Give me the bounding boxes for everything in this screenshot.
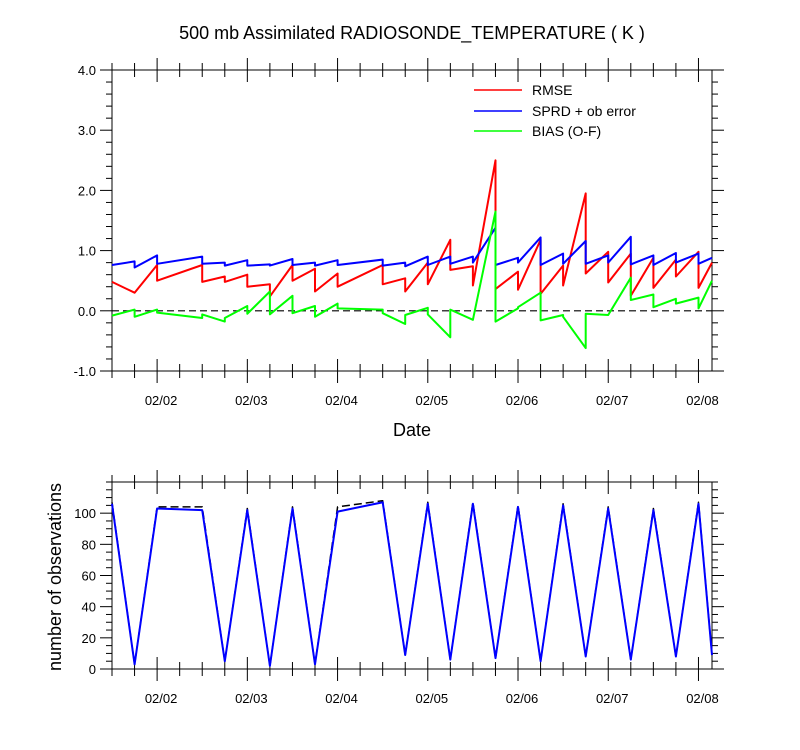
- top-y-tick-label: 3.0: [78, 123, 96, 138]
- top-x-tick-label: 02/03: [235, 393, 268, 408]
- bottom-y-tick-label: 40: [82, 600, 96, 615]
- y-axis-label: number of observations: [45, 483, 65, 671]
- legend-label-rmse: RMSE: [532, 82, 572, 98]
- top-x-tick-label: 02/04: [325, 393, 358, 408]
- top-y-tick-label: 1.0: [78, 244, 96, 259]
- top-series-line-1: [111, 159, 713, 298]
- bottom-panel: 0 20 40 60 80 100 02/02 02/03 02/04 02/05 02/06 02/…: [45, 470, 724, 706]
- bottom-y-tick-label: 80: [82, 537, 96, 552]
- top-y-tick-label: 4.0: [78, 63, 96, 78]
- legend-label-bias: BIAS (O-F): [532, 123, 601, 139]
- top-y-tick-label: 2.0: [78, 183, 96, 198]
- top-y-tick-label: 0.0: [78, 304, 96, 319]
- top-series-group: [111, 159, 713, 350]
- bottom-x-tick-label: 02/02: [145, 691, 178, 706]
- bottom-x-tick-label: 02/08: [686, 691, 719, 706]
- top-x-tick-label: 02/07: [596, 393, 629, 408]
- top-x-tick-label: 02/02: [145, 393, 178, 408]
- top-series-line-2: [111, 226, 713, 269]
- bottom-x-tick-label: 02/05: [416, 691, 449, 706]
- top-plot-frame: [111, 69, 713, 372]
- bottom-y-tick-label: 20: [82, 631, 96, 646]
- top-x-tick-label: 02/08: [686, 393, 719, 408]
- bottom-y-tick-label: 0: [89, 662, 96, 677]
- x-axis-label: Date: [393, 420, 431, 440]
- top-x-tick-label: 02/05: [416, 393, 449, 408]
- bottom-x-tick-label: 02/04: [325, 691, 358, 706]
- bottom-x-tick-label: 02/06: [506, 691, 539, 706]
- top-panel: -1.0 0.0 1.0 2.0 3.0 4.0 02/02 02/03 02/04 02/05 0…: [74, 58, 724, 440]
- top-series-line-3: [111, 210, 713, 350]
- bottom-x-tick-label: 02/07: [596, 691, 629, 706]
- bottom-axis-ticks: 0 20 40 60 80 100 02/02 02/03 02/04 02/05 02/06 02/…: [74, 470, 724, 706]
- top-x-tick-label: 02/06: [506, 393, 539, 408]
- bottom-y-tick-label: 100: [74, 506, 96, 521]
- bottom-x-tick-label: 02/03: [235, 691, 268, 706]
- top-axis-ticks: -1.0 0.0 1.0 2.0 3.0 4.0 02/02 02/03 02/04 02/05 0…: [74, 58, 724, 408]
- legend: RMSE SPRD + ob error BIAS (O-F): [474, 82, 636, 139]
- bottom-y-tick-label: 60: [82, 569, 96, 584]
- bottom-series-group: [111, 499, 713, 667]
- top-y-tick-label: -1.0: [74, 364, 96, 379]
- chart-title: 500 mb Assimilated RADIOSONDE_TEMPERATUR…: [179, 23, 645, 44]
- bottom-series-line-1: [111, 499, 713, 667]
- legend-label-sprd: SPRD + ob error: [532, 103, 636, 119]
- bottom-series-line-2: [111, 501, 713, 667]
